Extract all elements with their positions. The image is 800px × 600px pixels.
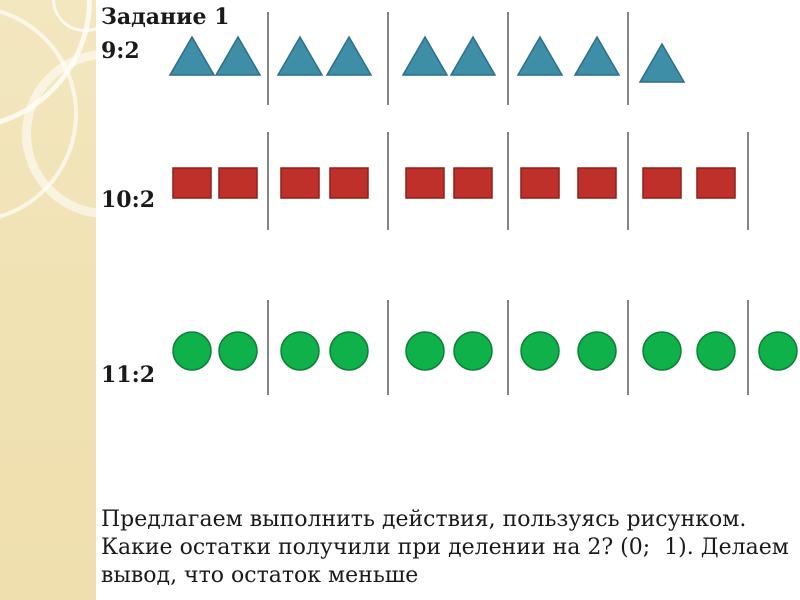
circle-figure	[172, 331, 212, 371]
expression-10-div-2: 10:2	[101, 187, 156, 213]
circle-figure	[453, 331, 493, 371]
triangle-figure	[276, 35, 324, 76]
triangle-figure	[573, 35, 621, 76]
square-figure	[453, 167, 493, 199]
figure-row-2	[172, 132, 749, 230]
circle-figure	[758, 331, 798, 371]
figure-row-3	[172, 300, 798, 395]
figure-row-1	[168, 12, 686, 105]
triangle-figure	[401, 35, 449, 76]
expression-11-div-2: 11:2	[101, 362, 156, 388]
square-figure	[329, 167, 369, 199]
triangle-figure	[449, 35, 497, 76]
triangle-figure	[325, 35, 373, 76]
square-figure	[642, 167, 682, 199]
square-figure	[577, 167, 617, 199]
triangle-figure	[214, 35, 262, 76]
circle-figure	[405, 331, 445, 371]
circle-figure	[280, 331, 320, 371]
conclusion-text: Предлагаем выполнить действия, пользуясь…	[101, 507, 796, 588]
square-figure	[520, 167, 560, 199]
task-title: Задание 1	[101, 4, 230, 30]
triangle-figure	[516, 35, 564, 76]
square-figure	[218, 167, 258, 199]
square-figure	[172, 167, 212, 199]
circle-figure	[520, 331, 560, 371]
square-figure	[405, 167, 445, 199]
square-figure	[280, 167, 320, 199]
circle-figure	[577, 331, 617, 371]
circle-figure	[329, 331, 369, 371]
square-figure	[696, 167, 736, 199]
decorative-sidebar	[0, 0, 96, 600]
circle-figure	[218, 331, 258, 371]
expression-9-div-2: 9:2	[101, 38, 140, 64]
circle-figure	[696, 331, 736, 371]
circle-figure	[642, 331, 682, 371]
triangle-figure	[638, 42, 686, 83]
triangle-figure	[168, 35, 216, 76]
